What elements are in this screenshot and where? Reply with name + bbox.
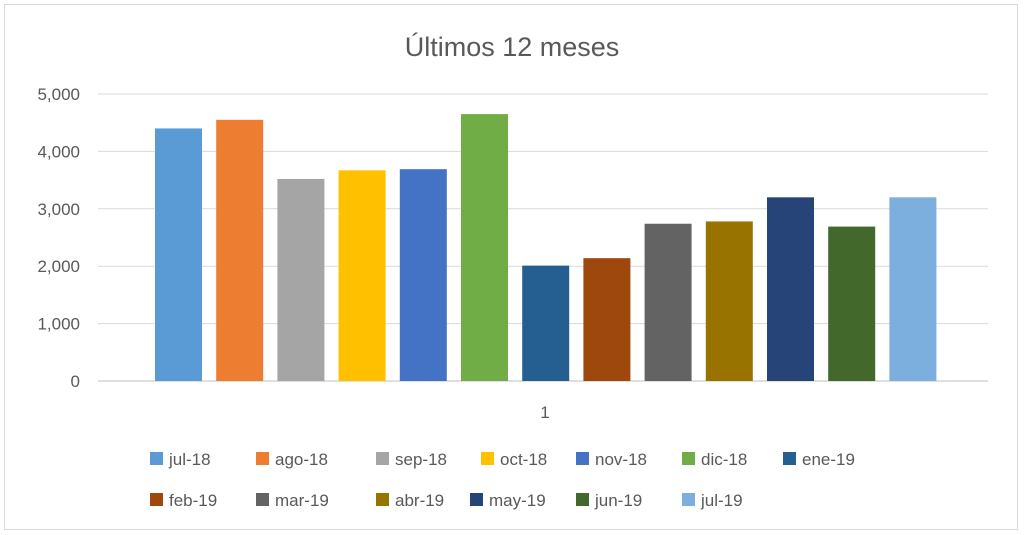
legend-item-jul-19: jul-19	[682, 491, 743, 510]
legend-label: oct-18	[500, 450, 547, 469]
x-axis: 1	[540, 403, 549, 422]
legend-swatch	[470, 493, 483, 506]
legend-item-sep-18: sep-18	[376, 450, 447, 469]
y-tick-label: 3,000	[37, 200, 80, 219]
legend-swatch	[682, 452, 695, 465]
legend-item-abr-19: abr-19	[376, 491, 444, 510]
bar-jul-19	[889, 197, 937, 381]
legend-swatch	[150, 493, 163, 506]
y-tick-label: 5,000	[37, 85, 80, 104]
legend-swatch	[256, 452, 269, 465]
legend-swatch	[256, 493, 269, 506]
y-tick-label: 0	[71, 372, 80, 391]
legend-label: sep-18	[395, 450, 447, 469]
legend-item-nov-18: nov-18	[576, 450, 647, 469]
legend-item-feb-19: feb-19	[150, 491, 217, 510]
legend-label: abr-19	[395, 491, 444, 510]
legend-item-dic-18: dic-18	[682, 450, 747, 469]
legend-label: jul-18	[168, 450, 211, 469]
y-tick-label: 1,000	[37, 315, 80, 334]
legend-label: ene-19	[802, 450, 855, 469]
legend-swatch	[576, 452, 589, 465]
legend: jul-18 ago-18 sep-18 oct-18 nov-18 dic-18 ene-…	[150, 450, 855, 510]
legend-swatch	[150, 452, 163, 465]
bar-ago-18	[216, 119, 264, 381]
legend-label: jun-19	[594, 491, 642, 510]
legend-label: jul-19	[700, 491, 743, 510]
legend-item-ago-18: ago-18	[256, 450, 328, 469]
legend-swatch	[682, 493, 695, 506]
bar-nov-18	[399, 169, 447, 381]
legend-label: may-19	[489, 491, 546, 510]
bar-may-19	[767, 197, 814, 381]
bar-jul-18	[155, 128, 202, 381]
legend-label: dic-18	[701, 450, 747, 469]
legend-swatch	[576, 493, 589, 506]
legend-swatch	[783, 452, 796, 465]
legend-item-jul-18: jul-18	[150, 450, 211, 469]
bar-ene-19	[522, 265, 570, 381]
bar-oct-18	[338, 170, 386, 381]
y-axis: 0 1,000 2,000 3,000 4,000 5,000	[37, 85, 80, 391]
bar-sep-18	[277, 178, 325, 381]
bar-abr-19	[705, 221, 753, 381]
y-tick-label: 4,000	[37, 142, 80, 161]
bar-dic-18	[461, 114, 508, 381]
x-tick-label: 1	[540, 403, 549, 422]
legend-item-oct-18: oct-18	[481, 450, 547, 469]
legend-swatch	[376, 493, 389, 506]
legend-label: feb-19	[169, 491, 217, 510]
legend-item-mar-19: mar-19	[256, 491, 329, 510]
chart-title: Últimos 12 meses	[405, 31, 620, 62]
bar-mar-19	[644, 223, 692, 381]
y-tick-label: 2,000	[37, 257, 80, 276]
legend-swatch	[481, 452, 494, 465]
bar-jun-19	[828, 226, 876, 381]
legend-item-jun-19: jun-19	[576, 491, 642, 510]
bar-feb-19	[583, 258, 631, 381]
bars	[155, 114, 937, 381]
legend-swatch	[376, 452, 389, 465]
legend-label: ago-18	[275, 450, 328, 469]
legend-item-may-19: may-19	[470, 491, 546, 510]
legend-item-ene-19: ene-19	[783, 450, 855, 469]
legend-label: nov-18	[595, 450, 647, 469]
legend-label: mar-19	[275, 491, 329, 510]
